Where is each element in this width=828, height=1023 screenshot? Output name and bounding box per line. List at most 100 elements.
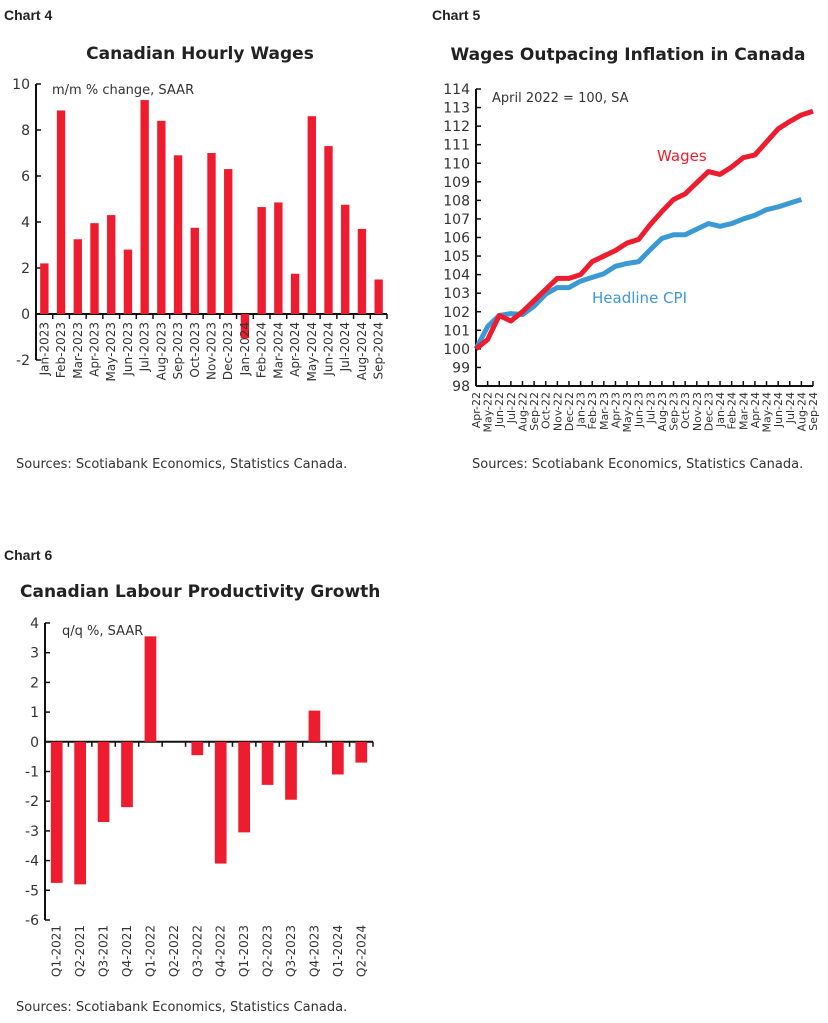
bar-Q4-2021	[121, 741, 133, 808]
x-tick-label: May-24	[761, 392, 774, 433]
y-tick-label: 104	[443, 268, 470, 284]
bar-May-2023	[107, 215, 116, 314]
chart-6-label: Chart 6	[4, 547, 53, 563]
y-tick-label: 2	[21, 261, 30, 277]
x-tick-label: Feb-2023	[54, 322, 68, 378]
bar-Mar-2023	[73, 239, 82, 314]
x-tick-label: Dec-2023	[221, 322, 235, 380]
x-tick-label: Jun-22	[493, 392, 506, 428]
y-tick-label: 113	[443, 101, 470, 117]
x-tick-label: Q4-2021	[120, 925, 134, 977]
x-tick-label: Apr-2023	[88, 322, 102, 377]
y-tick-label: 103	[443, 286, 470, 302]
x-tick-label: Q3-2023	[284, 925, 298, 977]
x-tick-label: Feb-23	[586, 392, 599, 429]
x-tick-label: Nov-22	[551, 392, 564, 431]
y-tick-label: 100	[443, 342, 470, 358]
x-tick-label: Mar-2024	[271, 322, 285, 379]
y-tick-label: 101	[443, 323, 470, 339]
bar-Jul-2024	[341, 204, 350, 314]
y-tick-label: -6	[25, 913, 39, 929]
y-tick-label: 105	[443, 249, 470, 265]
y-tick-label: -1	[25, 765, 39, 781]
line-wages	[474, 108, 814, 351]
y-tick-label: 0	[30, 735, 39, 751]
bar-Q1-2023	[238, 741, 250, 833]
chart-4-source: Sources: Scotiabank Economics, Statistic…	[16, 457, 348, 472]
bar-Q3-2023	[285, 741, 297, 800]
bar-Oct-2023	[190, 227, 199, 314]
bar-Jan-2024	[240, 314, 250, 339]
bar-Jan-2023	[40, 263, 49, 314]
x-tick-label: Q4-2022	[214, 925, 228, 977]
x-tick-label: Jun-24	[772, 392, 785, 428]
x-tick-label: Q1-2022	[143, 925, 157, 977]
y-tick-label: 111	[443, 138, 470, 154]
x-tick-label: Apr-24	[749, 392, 762, 428]
bar-May-2024	[307, 116, 316, 314]
bar-Q2-2021	[74, 741, 86, 885]
y-tick-label: -2	[25, 794, 39, 810]
bar-Sep-2023	[173, 155, 183, 314]
y-tick-label: 110	[443, 156, 470, 172]
bar-Q3-2022	[191, 741, 204, 756]
x-tick-label: Sep-23	[668, 392, 681, 431]
y-tick-label: 102	[443, 305, 470, 321]
x-tick-label: Q1-2024	[331, 925, 345, 977]
bar-Jul-2023	[140, 100, 149, 314]
x-tick-label: May-23	[621, 392, 634, 433]
bar-Feb-2023	[56, 110, 66, 314]
series-label-wages: Wages	[657, 147, 707, 165]
x-tick-label: Q1-2023	[237, 925, 251, 977]
bar-Sep-2024	[374, 279, 383, 314]
x-tick-label: Jul-23	[644, 392, 657, 424]
x-tick-label: Q4-2023	[307, 925, 321, 977]
bar-Q1-2021	[50, 741, 63, 883]
x-tick-label: Sep-2023	[171, 322, 185, 380]
chart-4-title: Canadian Hourly Wages	[86, 44, 314, 64]
x-tick-label: Jun-2024	[322, 322, 336, 377]
bar-Aug-2023	[157, 120, 166, 314]
series-label-headline-cpi: Headline CPI	[592, 289, 687, 307]
x-tick-label: Sep-22	[528, 392, 541, 431]
x-tick-label: Jan-2023	[37, 322, 51, 376]
chart-5-title: Wages Outpacing Inflation in Canada	[450, 45, 806, 65]
y-tick-label: -2	[16, 353, 30, 369]
y-tick-label: -3	[25, 824, 39, 840]
x-tick-label: Q2-2022	[167, 925, 181, 977]
x-tick-label: Mar-2023	[71, 322, 85, 379]
y-tick-label: 10	[12, 77, 30, 93]
bar-Q1-2022	[144, 636, 157, 742]
bar-Q4-2023	[308, 710, 321, 742]
x-tick-label: Oct-22	[540, 392, 553, 429]
y-tick-label: 107	[443, 212, 470, 228]
chart-annotation: q/q %, SAAR	[62, 624, 143, 639]
y-tick-label: -4	[25, 854, 39, 870]
x-tick-label: Apr-23	[609, 392, 622, 428]
x-tick-label: Jan-2024	[238, 322, 252, 376]
x-tick-label: Q2-2024	[354, 925, 368, 977]
bar-Apr-2024	[290, 273, 300, 314]
x-tick-label: Jan-23	[575, 392, 588, 428]
x-tick-label: Aug-24	[795, 392, 808, 431]
y-tick-label: 98	[452, 379, 470, 395]
x-tick-label: Q2-2023	[261, 925, 275, 977]
bar-Q2-2024	[355, 741, 368, 763]
bar-Q4-2022	[214, 741, 227, 864]
x-tick-label: Nov-23	[691, 392, 704, 431]
x-tick-label: Q1-2021	[50, 925, 64, 977]
y-tick-label: 99	[452, 360, 470, 376]
bar-Aug-2024	[357, 228, 367, 314]
x-tick-label: Nov-2023	[205, 322, 219, 380]
chart-5-plot: 114 113 112 111 110 109 108 107 106 105 104 103 102 1…	[443, 82, 820, 433]
y-tick-label: 106	[443, 231, 470, 247]
y-tick-label: 0	[21, 307, 30, 323]
bar-Feb-2024	[257, 207, 266, 314]
bar-Mar-2024	[274, 202, 283, 314]
x-tick-label: Sep-24	[807, 392, 820, 431]
x-tick-label: Jul-24	[784, 392, 797, 424]
y-tick-label: 108	[443, 193, 470, 209]
y-tick-label: 109	[443, 175, 470, 191]
bar-Nov-2023	[207, 153, 216, 314]
x-tick-label: Feb-24	[726, 392, 739, 429]
